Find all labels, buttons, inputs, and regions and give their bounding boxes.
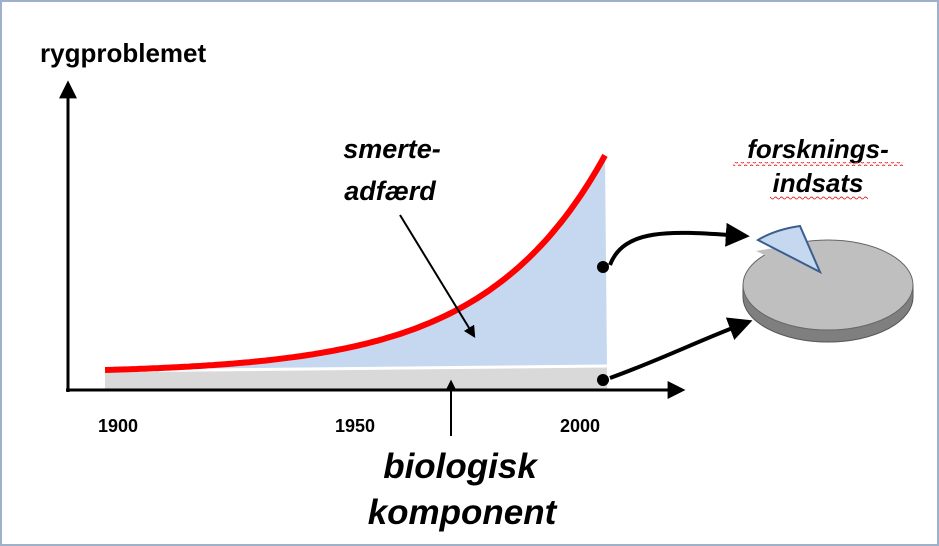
arrow <box>609 317 753 380</box>
curve-label: smerte- <box>343 134 441 164</box>
curve <box>104 153 608 373</box>
base-label: biologisk <box>383 447 538 486</box>
pie-slice <box>755 224 823 275</box>
base-label: komponent <box>368 493 558 532</box>
y-axis-label: rygproblemet <box>40 38 206 68</box>
x-tick: 2000 <box>560 416 600 436</box>
base-band <box>105 366 607 389</box>
area <box>201 155 607 371</box>
dot <box>597 374 609 386</box>
pie-label: indsats <box>772 168 863 198</box>
base-line <box>104 364 608 373</box>
arrow <box>399 214 476 339</box>
x-tick: 1900 <box>98 416 138 436</box>
pie-label: forsknings- <box>747 134 889 164</box>
curve-label: adfærd <box>344 176 436 206</box>
spell-underline <box>733 162 903 166</box>
pie-gap <box>756 248 828 285</box>
x-tick: 1950 <box>335 416 375 436</box>
dot <box>597 261 609 273</box>
arrow <box>608 222 750 266</box>
spell-underline <box>770 196 868 200</box>
